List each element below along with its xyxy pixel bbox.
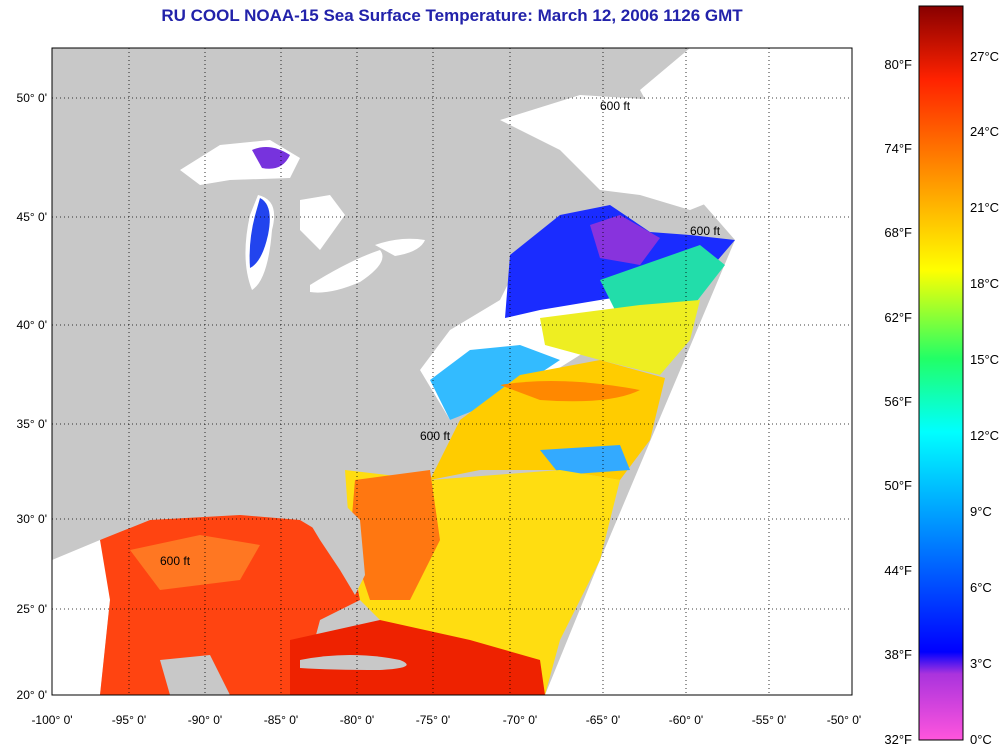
y-tick: 40° 0' [17, 318, 47, 332]
y-tick: 35° 0' [17, 417, 47, 431]
colorbar [918, 5, 964, 741]
cool-eddy [540, 445, 630, 475]
florida-peninsula [305, 505, 365, 595]
contour-label-grand-banks: 600 ft [690, 224, 721, 238]
x-tick: -55° 0' [752, 713, 786, 727]
colorbar-fahrenheit-labels: 80°F 74°F 68°F 62°F 56°F 50°F 44°F 38°F … [884, 57, 912, 747]
open-ocean-no-data [545, 48, 852, 695]
cb-c-label: 18°C [970, 276, 999, 291]
cb-c-label: 15°C [970, 352, 999, 367]
x-tick: -80° 0' [340, 713, 374, 727]
x-tick: -90° 0' [188, 713, 222, 727]
lake-erie [310, 250, 383, 293]
x-axis-labels: -100° 0' -95° 0' -90° 0' -85° 0' -80° 0'… [31, 713, 861, 727]
mid-atlantic-shelf [430, 345, 560, 420]
y-tick: 25° 0' [17, 602, 47, 616]
graticule [52, 48, 852, 695]
cb-f-label: 44°F [884, 563, 912, 578]
map-title: RU COOL NOAA-15 Sea Surface Temperature:… [161, 6, 743, 25]
cb-c-label: 12°C [970, 428, 999, 443]
cb-c-label: 21°C [970, 200, 999, 215]
y-tick: 45° 0' [17, 210, 47, 224]
lake-superior-sst [252, 146, 290, 169]
yucatan [160, 655, 230, 695]
x-tick: -75° 0' [416, 713, 450, 727]
florida-current [350, 470, 440, 600]
cb-c-label: 3°C [970, 656, 992, 671]
cb-f-label: 38°F [884, 647, 912, 662]
y-tick: 50° 0' [17, 91, 47, 105]
x-tick: -100° 0' [31, 713, 72, 727]
cb-f-label: 62°F [884, 310, 912, 325]
cb-c-label: 27°C [970, 49, 999, 64]
contour-label-labrador: 600 ft [600, 99, 631, 113]
cuba [300, 655, 407, 670]
map-frame [51, 47, 853, 696]
gulf-stream-core [500, 381, 640, 402]
cb-f-label: 32°F [884, 732, 912, 747]
coldest-water-patch [590, 215, 660, 265]
cb-f-label: 74°F [884, 141, 912, 156]
x-tick: -65° 0' [586, 713, 620, 727]
cb-f-label: 68°F [884, 225, 912, 240]
contour-label-atlantic: 600 ft [420, 429, 451, 443]
cb-c-label: 0°C [970, 732, 992, 747]
x-tick: -50° 0' [827, 713, 861, 727]
lake-michigan-sst [249, 198, 270, 268]
cb-c-label: 24°C [970, 124, 999, 139]
x-tick: -85° 0' [264, 713, 298, 727]
cb-f-label: 50°F [884, 478, 912, 493]
x-tick: -95° 0' [112, 713, 146, 727]
cb-f-label: 80°F [884, 57, 912, 72]
y-tick: 30° 0' [17, 512, 47, 526]
cb-f-label: 56°F [884, 394, 912, 409]
colorbar-celsius-labels: 27°C 24°C 21°C 18°C 15°C 12°C 9°C 6°C 3°… [970, 49, 999, 747]
y-tick: 20° 0' [17, 688, 47, 702]
lake-huron [300, 195, 345, 250]
slope-water [540, 300, 700, 375]
contour-label-gulf: 600 ft [160, 554, 191, 568]
x-tick: -60° 0' [669, 713, 703, 727]
caribbean-sst [290, 620, 545, 695]
x-tick: -70° 0' [503, 713, 537, 727]
cb-c-label: 9°C [970, 504, 992, 519]
northern-gulf-sst [130, 535, 260, 590]
y-axis-labels: 50° 0' 45° 0' 40° 0' 35° 0' 30° 0' 25° 0… [17, 91, 47, 702]
lake-ontario [375, 238, 425, 256]
gulf-of-st-lawrence [500, 95, 740, 210]
cb-c-label: 6°C [970, 580, 992, 595]
